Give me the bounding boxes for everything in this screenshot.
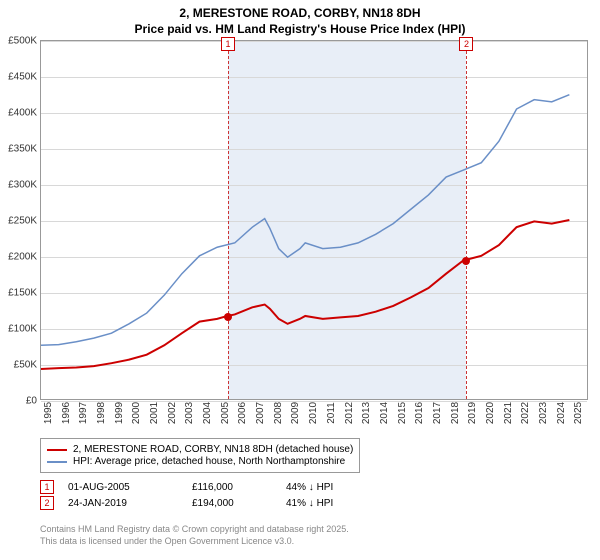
x-axis-label: 1998: [94, 402, 107, 424]
sale-event-row: 1 01-AUG-2005 £116,000 44% ↓ HPI: [40, 480, 386, 494]
chart-title-block: 2, MERESTONE ROAD, CORBY, NN18 8DH Price…: [0, 0, 600, 41]
copyright-line-2: This data is licensed under the Open Gov…: [40, 536, 349, 548]
sale-event-price: £194,000: [192, 498, 272, 509]
sale-event-price: £116,000: [192, 482, 272, 493]
y-axis-label: £300K: [8, 180, 41, 191]
x-axis-label: 2002: [165, 402, 178, 424]
x-axis-label: 1995: [41, 402, 54, 424]
x-axis-label: 2006: [235, 402, 248, 424]
x-axis-label: 2017: [430, 402, 443, 424]
legend-row: 2, MERESTONE ROAD, CORBY, NN18 8DH (deta…: [47, 444, 353, 455]
x-axis-label: 2009: [288, 402, 301, 424]
sale-events-table: 1 01-AUG-2005 £116,000 44% ↓ HPI 2 24-JAN-201…: [40, 478, 386, 512]
legend-row: HPI: Average price, detached house, Nort…: [47, 456, 353, 467]
x-axis-label: 2014: [377, 402, 390, 424]
sale-event-index-box: 2: [40, 496, 54, 510]
x-axis-label: 2023: [536, 402, 549, 424]
x-axis-label: 2015: [395, 402, 408, 424]
x-axis-label: 2007: [253, 402, 266, 424]
title-line-2: Price paid vs. HM Land Registry's House …: [0, 22, 600, 38]
legend: 2, MERESTONE ROAD, CORBY, NN18 8DH (deta…: [40, 438, 360, 473]
y-axis-label: £450K: [8, 72, 41, 83]
copyright-notice: Contains HM Land Registry data © Crown c…: [40, 524, 349, 547]
y-axis-label: £50K: [14, 360, 41, 371]
y-axis-label: £150K: [8, 288, 41, 299]
y-axis-label: £500K: [8, 36, 41, 47]
x-axis-label: 2008: [271, 402, 284, 424]
x-axis-label: 2013: [359, 402, 372, 424]
x-axis-label: 2011: [324, 402, 337, 424]
sale-event-index-box: 1: [40, 480, 54, 494]
x-axis-label: 1997: [76, 402, 89, 424]
x-axis-label: 2016: [412, 402, 425, 424]
x-axis-label: 1999: [112, 402, 125, 424]
sale-event-delta: 41% ↓ HPI: [286, 498, 386, 509]
legend-label: HPI: Average price, detached house, Nort…: [73, 456, 345, 467]
title-line-1: 2, MERESTONE ROAD, CORBY, NN18 8DH: [0, 6, 600, 22]
y-axis-label: £350K: [8, 144, 41, 155]
copyright-line-1: Contains HM Land Registry data © Crown c…: [40, 524, 349, 536]
y-axis-label: £100K: [8, 324, 41, 335]
chart-lines: [41, 41, 587, 399]
x-axis-label: 2004: [200, 402, 213, 424]
x-axis-label: 2003: [182, 402, 195, 424]
x-axis-label: 2001: [147, 402, 160, 424]
x-axis-label: 1996: [59, 402, 72, 424]
chart-plot-area: £0£50K£100K£150K£200K£250K£300K£350K£400…: [40, 40, 588, 400]
y-axis-label: £0: [26, 396, 41, 407]
y-axis-label: £200K: [8, 252, 41, 263]
x-axis-label: 2000: [129, 402, 142, 424]
sale-event-date: 01-AUG-2005: [68, 482, 178, 493]
sale-event-row: 2 24-JAN-2019 £194,000 41% ↓ HPI: [40, 496, 386, 510]
x-axis-label: 2025: [571, 402, 584, 424]
series-blue: [41, 95, 569, 346]
legend-swatch: [47, 461, 67, 463]
x-axis-label: 2022: [518, 402, 531, 424]
y-axis-label: £250K: [8, 216, 41, 227]
sale-event-delta: 44% ↓ HPI: [286, 482, 386, 493]
sale-event-date: 24-JAN-2019: [68, 498, 178, 509]
x-axis-label: 2020: [483, 402, 496, 424]
legend-label: 2, MERESTONE ROAD, CORBY, NN18 8DH (deta…: [73, 444, 353, 455]
x-axis-label: 2010: [306, 402, 319, 424]
x-axis-label: 2018: [448, 402, 461, 424]
x-axis-label: 2021: [501, 402, 514, 424]
x-axis-label: 2012: [342, 402, 355, 424]
x-axis-label: 2005: [218, 402, 231, 424]
y-axis-label: £400K: [8, 108, 41, 119]
legend-swatch: [47, 449, 67, 451]
x-axis-label: 2024: [554, 402, 567, 424]
x-axis-label: 2019: [465, 402, 478, 424]
